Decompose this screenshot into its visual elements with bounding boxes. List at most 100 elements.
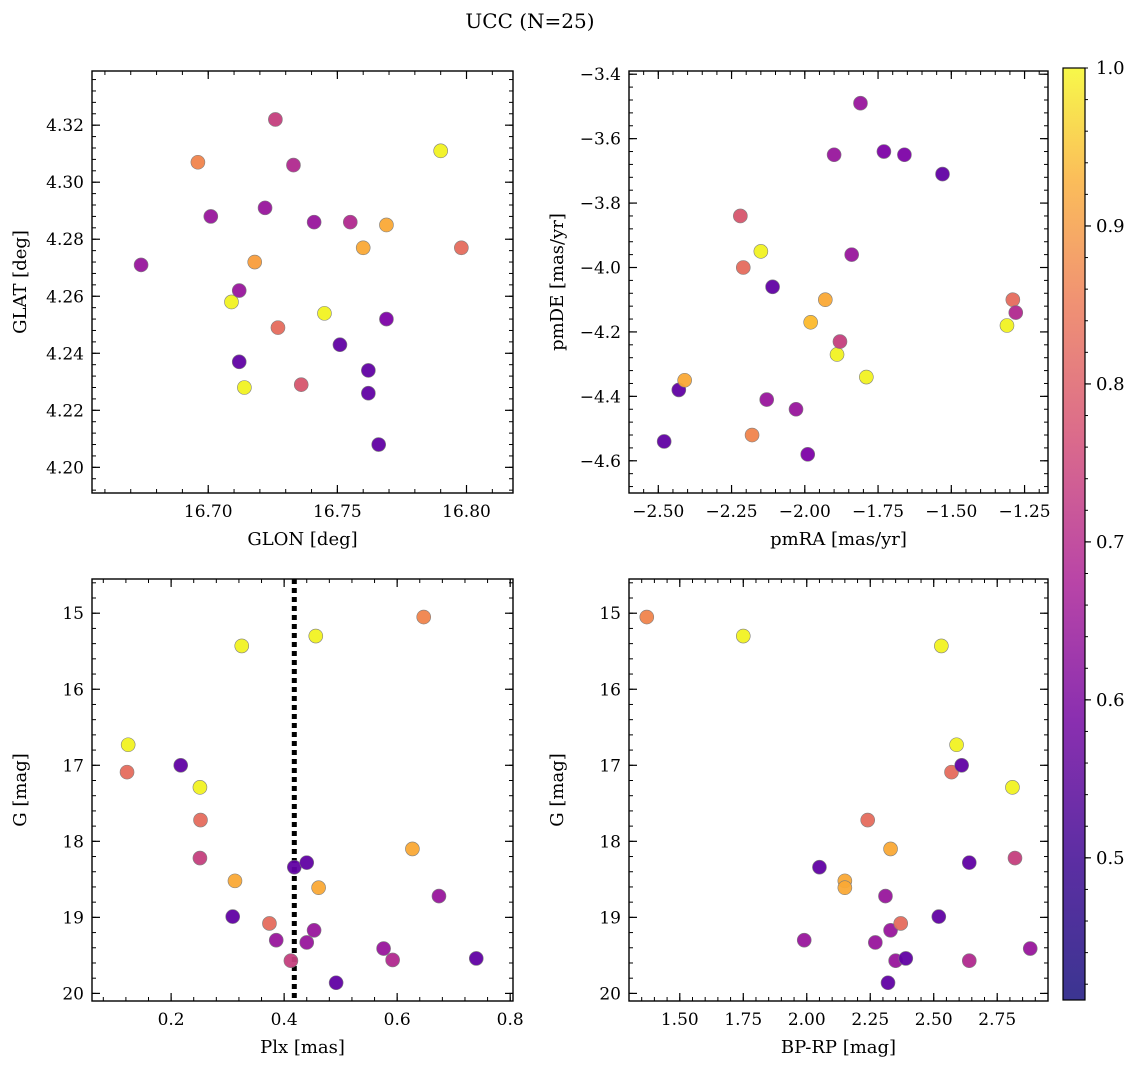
data-point: [342, 214, 358, 230]
y-tick-label: 20: [62, 984, 84, 1004]
data-point: [299, 935, 315, 950]
data-point: [454, 240, 469, 256]
y-tick-label: −4.2: [580, 323, 621, 343]
data-point: [311, 880, 326, 896]
y-tick-label: 18: [62, 832, 84, 852]
data-point: [677, 372, 692, 388]
panel-glon-glat: 16.70 16.75 16.80 4.20 4.22 4.24 4.26 4.28 4.30 4…: [10, 70, 514, 550]
x-tick-label: 2.75: [978, 1010, 1016, 1030]
axes-frame: [91, 578, 514, 1002]
y-tick-label: −3.4: [580, 65, 621, 85]
data-point: [832, 334, 848, 349]
data-point: [306, 922, 322, 938]
y-tick-label: 15: [599, 604, 621, 624]
data-point: [231, 354, 247, 370]
colorbar-gradient: [1062, 67, 1086, 1001]
data-point: [379, 217, 394, 233]
data-point: [753, 244, 769, 259]
data-point: [433, 143, 448, 159]
data-point: [935, 166, 950, 182]
data-point: [829, 347, 845, 362]
x-tick-label: −2.50: [632, 502, 684, 522]
axes-frame: [91, 70, 514, 494]
colorbar: 1.0 0.5 0.6 0.7 0.8 0.9: [1062, 58, 1125, 1001]
data-point: [192, 780, 208, 795]
x-tick-label: −2.25: [705, 502, 757, 522]
data-point: [416, 609, 432, 625]
y-tick-label: 17: [599, 756, 621, 776]
x-tick-label: 16.70: [184, 502, 233, 522]
data-point: [639, 609, 655, 625]
x-axis-label: BP-RP [mag]: [781, 1037, 896, 1058]
x-tick-label: 2.25: [851, 1010, 889, 1030]
data-point: [268, 932, 284, 948]
x-tick-label: 0.4: [271, 1010, 298, 1030]
x-tick-label: −2.00: [779, 502, 831, 522]
y-tick-label: 4.22: [46, 401, 84, 421]
data-point: [733, 208, 748, 224]
y-axis-label: GLAT [deg]: [10, 230, 31, 334]
data-point: [257, 200, 273, 216]
data-point: [1007, 850, 1023, 866]
data-point: [735, 260, 751, 275]
data-point: [897, 147, 912, 163]
y-tick-label: 4.30: [46, 173, 84, 193]
y-tick-label: 17: [62, 756, 84, 776]
y-axis-label: G [mag]: [547, 753, 568, 826]
panel-pmra-pmde: −2.50 −2.25 −2.00 −1.75 −1.50 −1.25 −4.6 −4.4 −4…: [547, 65, 1051, 550]
data-point: [361, 363, 376, 378]
data-point: [237, 380, 252, 395]
panels: 16.70 16.75 16.80 4.20 4.22 4.24 4.26 4.28 4.30 4…: [10, 65, 1051, 1058]
data-point: [893, 916, 909, 931]
y-tick-label: 18: [599, 832, 621, 852]
y-tick-label: 20: [599, 984, 621, 1004]
panel-bprp-g: 1.50 1.75 2.00 2.25 2.50 2.75 15 16 17 18 19 20 BP-R…: [547, 578, 1049, 1058]
y-tick-label: −4.6: [580, 452, 621, 472]
data-point: [468, 951, 484, 966]
y-tick-label: 4.26: [46, 287, 84, 307]
data-point: [193, 812, 208, 828]
data-point: [961, 953, 977, 969]
data-point: [306, 214, 322, 230]
panel-plx-g: 0.2 0.4 0.6 0.8 15 16 17 18 19 20 Plx [mas] G [mag]: [10, 578, 524, 1058]
y-tick-label: 16: [62, 680, 84, 700]
data-point: [868, 935, 883, 950]
data-point: [203, 209, 219, 224]
data-point: [934, 638, 949, 654]
x-tick-label: 1.50: [661, 1010, 699, 1030]
data-point: [405, 841, 420, 857]
y-tick-label: −4.4: [580, 387, 621, 407]
data-point: [379, 311, 394, 327]
data-point: [999, 318, 1015, 333]
data-point: [133, 257, 149, 273]
data-point: [949, 737, 964, 753]
x-tick-label: 16.80: [442, 502, 491, 522]
data-point: [826, 147, 842, 163]
data-point: [192, 850, 208, 866]
data-point: [812, 859, 827, 875]
data-point: [883, 922, 898, 938]
data-point: [119, 764, 135, 780]
data-point: [788, 401, 804, 417]
data-point: [759, 392, 775, 407]
data-point: [860, 812, 876, 828]
data-point: [283, 953, 299, 969]
colorbar-tick-label: 0.5: [1096, 848, 1125, 869]
y-axis-label: G [mag]: [10, 753, 31, 826]
data-point: [308, 628, 324, 644]
data-point: [876, 144, 892, 159]
y-tick-label: 15: [62, 604, 84, 624]
data-point: [431, 888, 447, 904]
data-point: [385, 952, 400, 968]
data-point: [1008, 305, 1024, 320]
data-point: [234, 638, 250, 654]
data-point: [293, 377, 309, 392]
data-point: [173, 757, 189, 773]
y-tick-label: 4.32: [46, 116, 84, 136]
data-point: [361, 385, 376, 401]
y-tick-label: −3.6: [580, 130, 621, 150]
data-point: [1005, 292, 1021, 308]
data-point: [270, 320, 286, 335]
